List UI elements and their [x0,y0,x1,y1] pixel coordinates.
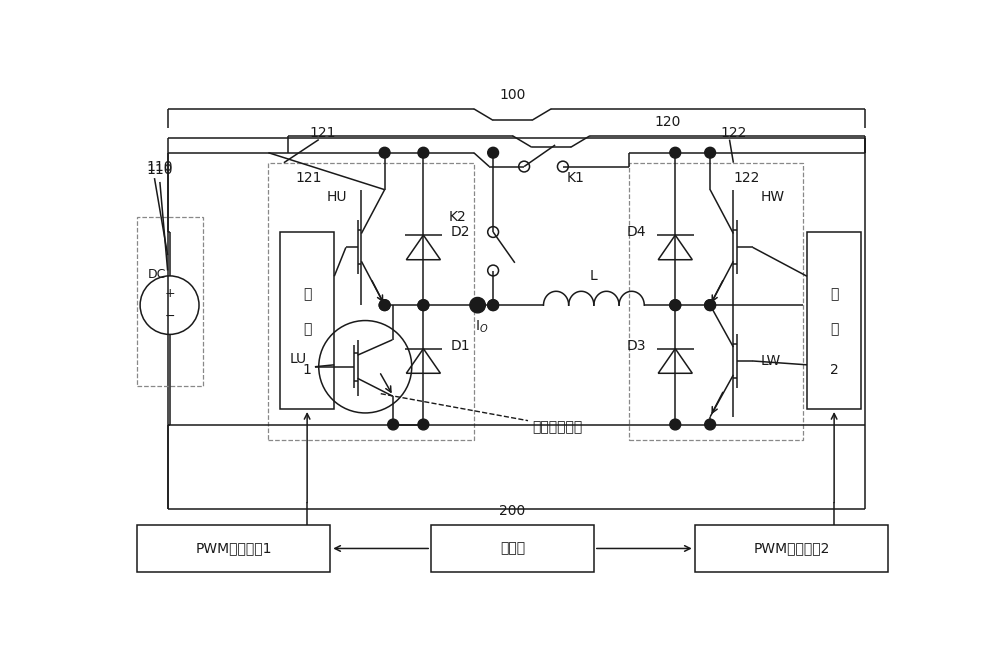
Text: K2: K2 [448,209,466,224]
Circle shape [670,419,681,430]
Text: HU: HU [326,190,347,204]
Text: D3: D3 [626,339,646,352]
Circle shape [418,148,429,158]
Text: D4: D4 [626,225,646,239]
Text: −: − [164,310,175,323]
Circle shape [418,300,429,311]
Text: 121: 121 [309,127,336,140]
Text: K1: K1 [567,171,585,185]
Circle shape [418,300,429,311]
Text: 动: 动 [830,322,838,337]
Text: 122: 122 [720,127,747,140]
Text: 驱: 驱 [830,287,838,301]
Text: L: L [590,269,598,283]
Text: PWM控制信号2: PWM控制信号2 [753,541,830,556]
Text: 120: 120 [654,115,681,129]
Text: 被测开关器件: 被测开关器件 [532,420,582,434]
Text: 110: 110 [147,159,173,174]
Circle shape [488,148,499,158]
Bar [280,232,334,409]
Circle shape [488,300,499,311]
Circle shape [670,300,681,311]
Bar [137,216,202,386]
Circle shape [379,300,390,311]
Text: 110: 110 [147,163,173,177]
Text: D1: D1 [450,339,470,352]
Text: 1: 1 [303,363,312,377]
Circle shape [670,300,681,311]
Circle shape [670,148,681,158]
Circle shape [388,419,399,430]
Text: PWM控制信号1: PWM控制信号1 [195,541,272,556]
Text: D2: D2 [450,225,470,239]
Circle shape [379,148,390,158]
Circle shape [705,419,716,430]
Text: 驱: 驱 [303,287,311,301]
Text: 121: 121 [296,171,322,185]
Text: 122: 122 [733,171,760,185]
Text: 动: 动 [303,322,311,337]
Circle shape [470,298,485,313]
Text: 控制器: 控制器 [500,541,525,556]
Text: 200: 200 [499,504,526,518]
Circle shape [705,300,716,311]
Text: +: + [164,287,175,300]
Bar [807,232,861,409]
Circle shape [418,419,429,430]
Bar [137,525,330,573]
Text: LW: LW [761,354,781,368]
Text: 100: 100 [499,88,526,102]
Bar [268,162,474,440]
Text: I$_O$: I$_O$ [475,318,488,335]
Bar [629,162,803,440]
Text: LU: LU [290,352,307,366]
Circle shape [488,300,499,311]
Circle shape [705,148,716,158]
Bar [431,525,594,573]
Text: 2: 2 [830,363,838,377]
Text: DC: DC [148,268,166,281]
Text: HW: HW [761,190,785,204]
Circle shape [379,300,390,311]
Bar [695,525,888,573]
Circle shape [705,300,716,311]
